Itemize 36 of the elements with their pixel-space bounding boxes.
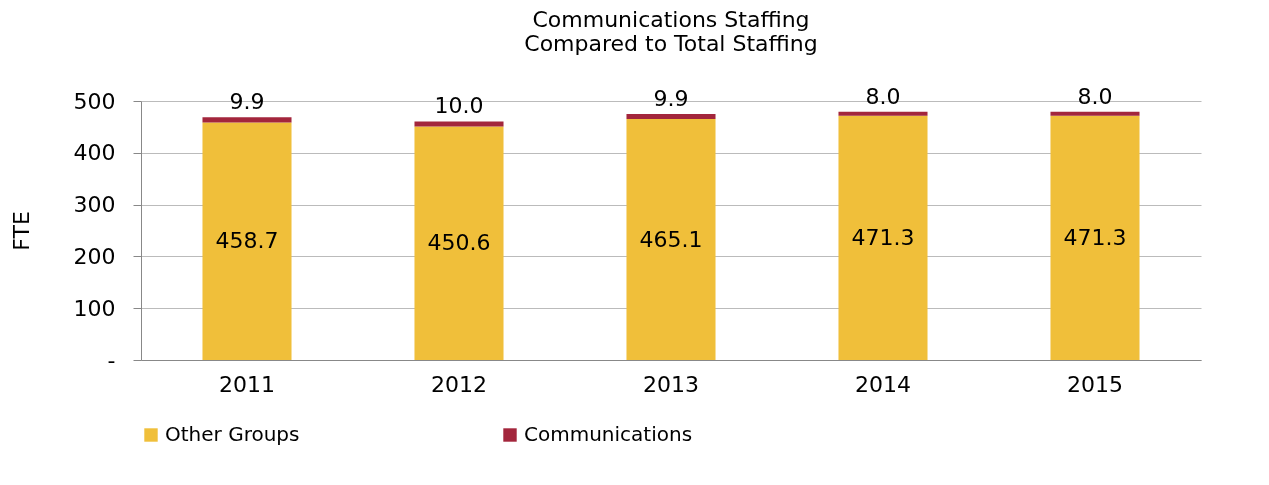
x-tick-label: 2011	[219, 371, 275, 397]
data-label: 9.9	[229, 89, 265, 115]
bar	[1050, 115, 1140, 360]
bar	[202, 117, 292, 123]
text: Communications Staffing	[532, 6, 810, 32]
y-tick-label: 400	[73, 140, 116, 166]
bar	[838, 115, 928, 360]
legend-label: Communications	[524, 422, 693, 446]
data-label: 471.3	[851, 224, 915, 250]
x-tick-label: 2013	[643, 371, 699, 397]
legend-label: Other Groups	[165, 422, 300, 446]
bar	[414, 121, 504, 127]
data-label: 10.0	[434, 93, 484, 119]
y-axis-title: FTE	[8, 211, 34, 251]
bar	[1050, 111, 1140, 116]
bar	[202, 122, 292, 360]
data-label: 471.3	[1063, 224, 1127, 250]
data-label: 8.0	[865, 83, 901, 109]
y-tick-label: 100	[73, 295, 116, 321]
y-tick-label: -	[107, 347, 116, 373]
y-tick-label: 500	[73, 88, 116, 114]
x-tick-label: 2015	[1067, 371, 1123, 397]
bar	[838, 111, 928, 116]
y-tick-label: 300	[73, 192, 116, 218]
data-label: 450.6	[427, 230, 491, 256]
y-tick-label: 200	[73, 243, 116, 269]
x-tick-label: 2014	[855, 371, 911, 397]
data-label: 8.0	[1077, 83, 1113, 109]
text: Compared to Total Staffing	[524, 30, 818, 56]
bar	[414, 126, 504, 360]
data-label: 9.9	[653, 85, 689, 111]
bar	[626, 113, 716, 120]
bar	[626, 119, 716, 360]
x-tick-label: 2012	[431, 371, 487, 397]
data-label: 458.7	[215, 228, 279, 254]
data-label: 465.1	[639, 226, 703, 252]
